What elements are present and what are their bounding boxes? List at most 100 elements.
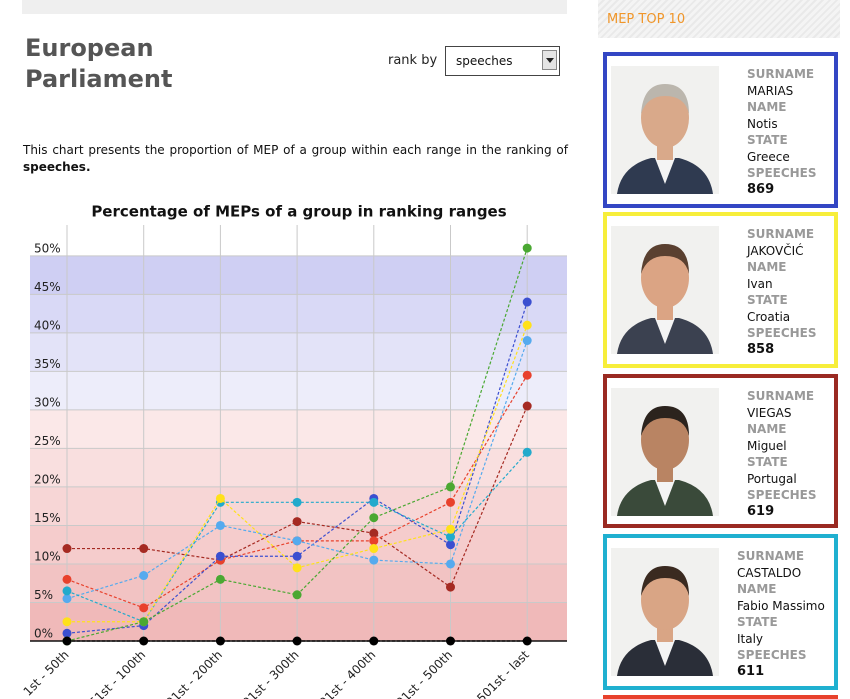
name: Ivan	[747, 276, 773, 291]
surname-label: SURNAME	[747, 67, 815, 81]
data-point	[215, 493, 225, 503]
data-point	[369, 536, 379, 546]
y-tick-label: 40%	[34, 318, 61, 332]
data-point	[215, 574, 225, 584]
rank-by-label: rank by	[388, 53, 438, 68]
surname-label: SURNAME	[737, 549, 805, 563]
page-title: European Parliament	[25, 34, 173, 93]
y-tick-label: 25%	[34, 434, 61, 448]
data-point	[292, 551, 302, 561]
data-point	[139, 544, 149, 554]
sidebar-header	[598, 0, 840, 38]
rank-select[interactable]: speeches	[445, 46, 560, 76]
data-point	[446, 636, 455, 646]
speeches-label: SPEECHES	[747, 326, 817, 340]
state: Greece	[747, 149, 790, 164]
data-point	[62, 574, 72, 584]
mep-card[interactable]: SURNAME VIEGAS NAME Miguel STATE Portugal SPEE…	[603, 374, 838, 528]
description: This chart presents the proportion of ME…	[23, 142, 568, 176]
state-label: STATE	[747, 455, 788, 469]
surname: CASTALDO	[737, 565, 802, 580]
state-label: STATE	[747, 133, 788, 147]
description-emphasis: speeches.	[23, 160, 91, 174]
name: Fabio Massimo	[737, 598, 825, 613]
speeches: 858	[747, 341, 775, 357]
x-tick-label: 101st - 200th	[158, 648, 225, 699]
band	[30, 409, 567, 449]
data-point	[522, 370, 532, 380]
mep-info: SURNAME JAKOVČIĆ NAME Ivan STATE Croatia SPEEC…	[747, 226, 817, 358]
data-point	[215, 520, 225, 530]
band	[30, 294, 567, 333]
data-point	[369, 555, 379, 565]
data-point	[446, 559, 455, 569]
speeches-label: SPEECHES	[747, 166, 817, 180]
dropdown-button[interactable]	[542, 50, 557, 70]
y-tick-label: 20%	[34, 472, 61, 486]
mep-card[interactable]: SURNAME MARIAS NAME Notis STATE Greece SPEECHE…	[603, 52, 838, 208]
x-tick-label: 51st - 100th	[86, 648, 148, 699]
data-point	[522, 447, 532, 457]
y-tick-label: 5%	[34, 588, 53, 602]
state: Croatia	[747, 309, 791, 324]
rank-select-value: speeches	[456, 54, 513, 68]
data-point	[292, 517, 302, 527]
band	[30, 255, 567, 295]
data-point	[446, 482, 455, 492]
data-point	[522, 636, 532, 646]
state-label: STATE	[737, 615, 778, 629]
surname-label: SURNAME	[747, 227, 815, 241]
data-point	[369, 528, 379, 538]
description-text: This chart presents the proportion of ME…	[23, 143, 568, 157]
data-point	[292, 563, 302, 573]
mep-info: SURNAME VIEGAS NAME Miguel STATE Portugal SPEE…	[747, 388, 817, 520]
name-label: NAME	[747, 422, 787, 436]
speeches-label: SPEECHES	[747, 488, 817, 502]
data-point	[139, 603, 149, 613]
x-tick-label: 301st - 400th	[311, 648, 378, 699]
data-point	[62, 586, 72, 596]
speeches: 619	[747, 503, 775, 519]
name-label: NAME	[737, 582, 777, 596]
x-tick-label: 401st - 500th	[388, 648, 455, 699]
data-point	[62, 628, 72, 638]
data-point	[292, 636, 302, 646]
data-point	[292, 536, 302, 546]
y-tick-label: 45%	[34, 280, 61, 294]
surname: MARIAS	[747, 83, 794, 98]
surname: JAKOVČIĆ	[747, 243, 804, 258]
y-tick-label: 30%	[34, 395, 61, 409]
mep-card[interactable]: SURNAME JAKOVČIĆ NAME Ivan STATE Croatia SPEEC…	[603, 212, 838, 368]
mep-info: SURNAME MARIAS NAME Notis STATE Greece SPEECHE…	[747, 66, 817, 198]
state: Portugal	[747, 471, 797, 486]
surname-label: SURNAME	[747, 389, 815, 403]
mep-photo	[611, 66, 719, 194]
y-tick-label: 0%	[34, 627, 53, 641]
data-point	[62, 636, 72, 646]
data-point	[446, 532, 455, 542]
mep-photo	[611, 226, 719, 354]
mep-card[interactable]: SURNAME CASTALDO NAME Fabio Massimo STATE Ita…	[603, 534, 838, 690]
data-point	[292, 590, 302, 600]
data-point	[369, 636, 379, 646]
mep-photo	[611, 388, 719, 516]
data-point	[215, 636, 225, 646]
data-point	[292, 497, 302, 507]
data-point	[139, 617, 149, 627]
sidebar-title: MEP TOP 10	[607, 12, 686, 27]
data-point	[446, 540, 455, 550]
band	[30, 371, 567, 410]
state: Italy	[737, 631, 764, 646]
name: Miguel	[747, 438, 787, 453]
data-point	[139, 571, 149, 581]
speeches: 611	[737, 663, 765, 679]
x-tick-label: 201st - 300th	[234, 648, 301, 699]
data-point	[369, 544, 379, 554]
name-label: NAME	[747, 100, 787, 114]
data-point	[522, 243, 532, 253]
mep-photo	[611, 548, 719, 676]
data-point	[522, 401, 532, 411]
data-point	[62, 617, 72, 627]
band	[30, 448, 567, 487]
data-point	[522, 297, 532, 307]
